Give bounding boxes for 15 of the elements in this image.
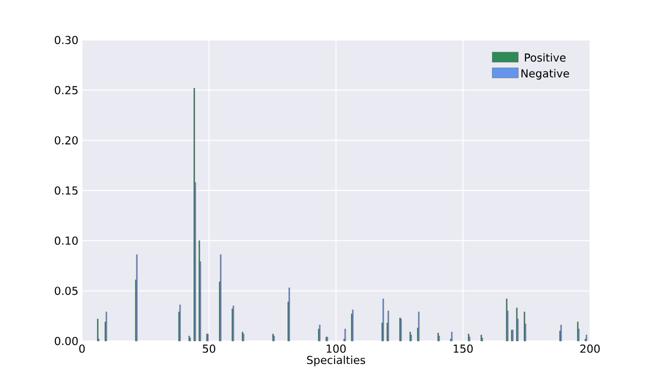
x-tick-label: 0 (79, 344, 85, 353)
x-tick-label: 150 (454, 344, 473, 353)
x-axis-title: Specialties (307, 356, 366, 366)
legend-label: Negative (521, 69, 570, 80)
x-tick-label: 200 (580, 344, 600, 353)
y-tick-label: 0.25 (54, 86, 78, 94)
y-tick-label: 0.30 (54, 36, 78, 44)
legend-label: Positive (524, 53, 566, 62)
y-tick-label: 0.20 (54, 136, 78, 144)
x-tick-label: 100 (326, 344, 346, 353)
y-tick-label: 0.05 (54, 286, 78, 295)
y-tick-label: 0.10 (54, 236, 78, 245)
y-tick-label: 0.00 (54, 336, 78, 346)
x-tick-label: 50 (202, 344, 216, 353)
y-tick-label: 0.15 (54, 186, 78, 195)
